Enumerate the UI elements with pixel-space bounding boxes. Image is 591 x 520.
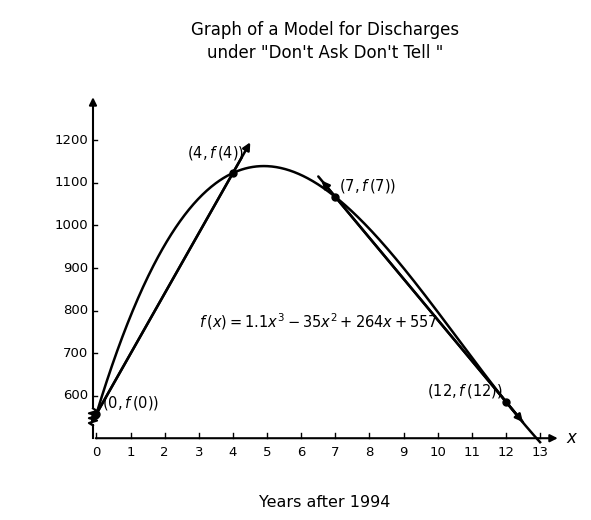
Text: 4: 4: [229, 446, 237, 459]
Text: 9: 9: [400, 446, 408, 459]
Text: 0: 0: [92, 446, 100, 459]
Text: Years after 1994: Years after 1994: [259, 495, 391, 510]
Text: Graph of a Model for Discharges
under "Don't Ask Don't Tell ": Graph of a Model for Discharges under "D…: [191, 21, 459, 62]
Text: $x$: $x$: [566, 429, 578, 447]
Text: $(4, f\,(4))$: $(4, f\,(4))$: [187, 145, 244, 162]
Text: 5: 5: [263, 446, 271, 459]
Text: 800: 800: [63, 304, 88, 317]
Text: 13: 13: [531, 446, 548, 459]
Text: 3: 3: [194, 446, 203, 459]
Text: 11: 11: [463, 446, 480, 459]
Text: 1200: 1200: [54, 134, 88, 147]
Text: 12: 12: [498, 446, 514, 459]
Text: $(12, f\,(12))$: $(12, f\,(12))$: [427, 382, 503, 399]
Text: $(7, f\,(7))$: $(7, f\,(7))$: [339, 177, 396, 194]
Text: $(0, f\,(0))$: $(0, f\,(0))$: [102, 394, 158, 412]
Text: 700: 700: [63, 347, 88, 360]
Text: 7: 7: [331, 446, 340, 459]
Text: 1100: 1100: [54, 176, 88, 189]
Text: 2: 2: [160, 446, 169, 459]
Text: 900: 900: [63, 262, 88, 275]
Text: 1000: 1000: [54, 219, 88, 232]
Text: $f\,(x)=1.1x^3-35x^2+264x+557$: $f\,(x)=1.1x^3-35x^2+264x+557$: [199, 311, 437, 332]
Text: 8: 8: [365, 446, 374, 459]
Text: 10: 10: [429, 446, 446, 459]
Text: 6: 6: [297, 446, 306, 459]
Text: 600: 600: [63, 389, 88, 402]
Text: 1: 1: [126, 446, 135, 459]
